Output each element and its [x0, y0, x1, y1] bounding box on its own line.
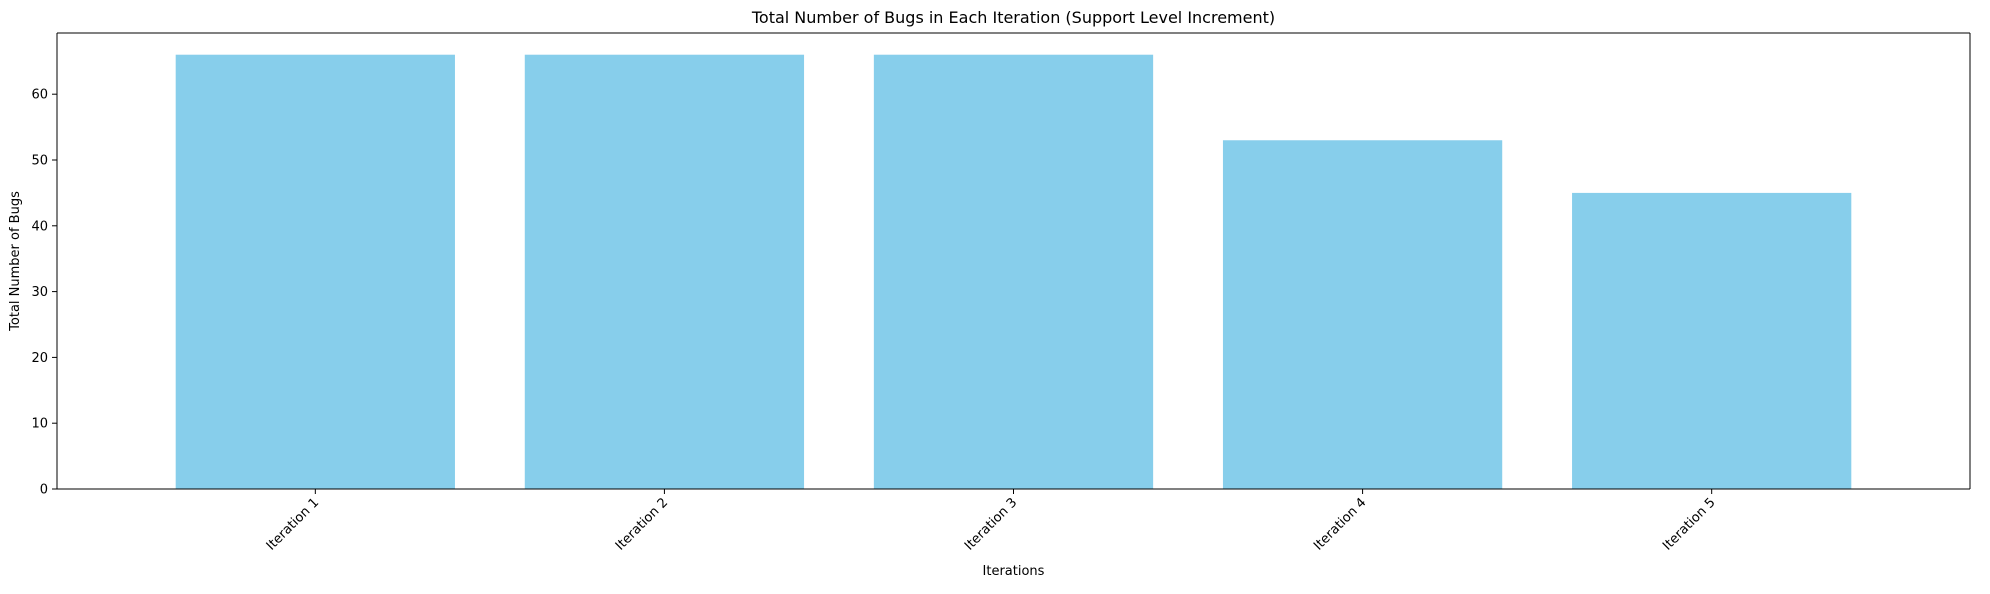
chart-title: Total Number of Bugs in Each Iteration (… [751, 8, 1275, 27]
bar-3 [873, 54, 1154, 490]
y-tick-label: 10 [31, 417, 48, 432]
y-axis-label: Total Number of Bugs [8, 191, 23, 332]
bar-4 [1222, 140, 1503, 489]
y-tick-label: 30 [31, 285, 48, 300]
bar-5 [1572, 192, 1852, 489]
x-tick-label: Iteration 4 [1311, 495, 1369, 553]
y-tick-label: 50 [31, 153, 48, 168]
y-tick-label: 20 [31, 351, 48, 366]
y-tick-label: 60 [31, 88, 48, 103]
x-tick-label: Iteration 3 [962, 495, 1020, 553]
bar-2 [524, 54, 805, 490]
bar-1 [175, 54, 455, 490]
x-axis-label: Iterations [983, 564, 1045, 579]
y-tick-label: 40 [31, 219, 48, 234]
x-tick-label: Iteration 1 [264, 495, 322, 553]
x-tick-label: Iteration 5 [1660, 495, 1718, 553]
y-tick-label: 0 [40, 483, 48, 498]
plot-area: 0 10 20 30 40 50 60 Iteration 1 Iteration 2 Itera… [31, 32, 1971, 554]
x-tick-label: Iteration 2 [613, 495, 671, 553]
